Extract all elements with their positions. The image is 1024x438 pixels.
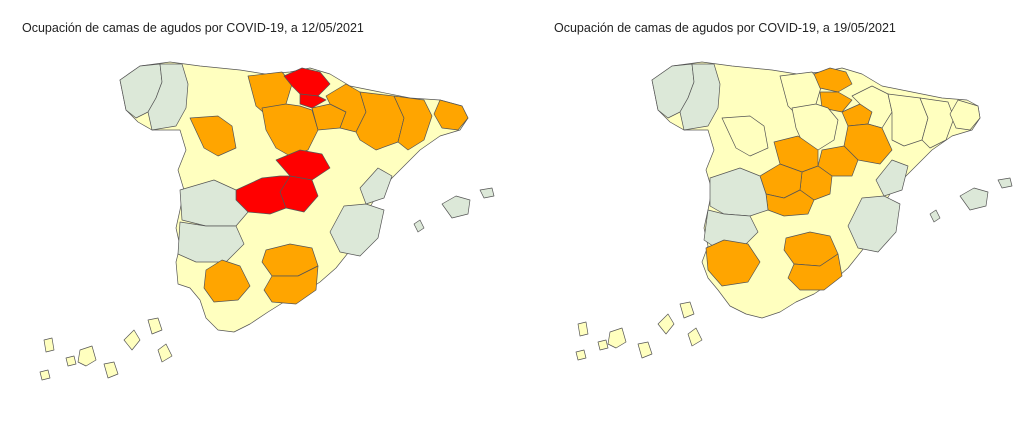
map-panel-12-05: Ocupación de camas de agudos por COVID-1… (22, 21, 495, 381)
region-canarias (575, 301, 703, 361)
region-granada (263, 265, 319, 305)
region-girona (949, 99, 981, 131)
region-bizkaia (283, 67, 331, 97)
region-granada (787, 253, 843, 291)
region-valencia (329, 203, 385, 257)
region-badajoz (177, 221, 245, 263)
region-lleida (919, 97, 955, 149)
region-castellon (359, 167, 393, 205)
region-burgos (261, 103, 319, 157)
region-gipuzkoa (299, 93, 327, 109)
region-baleares (929, 177, 1013, 223)
region-valencia (847, 195, 901, 253)
region-canarias (39, 317, 173, 381)
spain-map (39, 61, 495, 381)
region-lleida (393, 95, 433, 151)
region-toledo (765, 189, 815, 217)
region-caceres (709, 167, 769, 217)
region-gipuzkoa (819, 91, 853, 113)
region-burgos (791, 103, 839, 151)
region-bizkaia (813, 67, 853, 93)
region-lugo (679, 63, 721, 131)
map-panel-19-05: Ocupación de camas de agudos por COVID-1… (512, 0, 1024, 438)
region-sevilla (705, 239, 761, 287)
spain-map (575, 61, 1013, 361)
region-zamora (189, 115, 237, 157)
region-caceres (179, 179, 249, 227)
region-sevilla (203, 259, 251, 303)
region-badajoz (703, 209, 759, 249)
map-title: Ocupación de camas de agudos por COVID-1… (554, 21, 896, 35)
region-girona (433, 99, 469, 131)
region-castellon (875, 159, 909, 197)
map-title: Ocupación de camas de agudos por COVID-1… (22, 21, 364, 35)
region-baleares (413, 187, 495, 233)
region-lugo (147, 63, 189, 131)
region-zamora (721, 115, 769, 157)
